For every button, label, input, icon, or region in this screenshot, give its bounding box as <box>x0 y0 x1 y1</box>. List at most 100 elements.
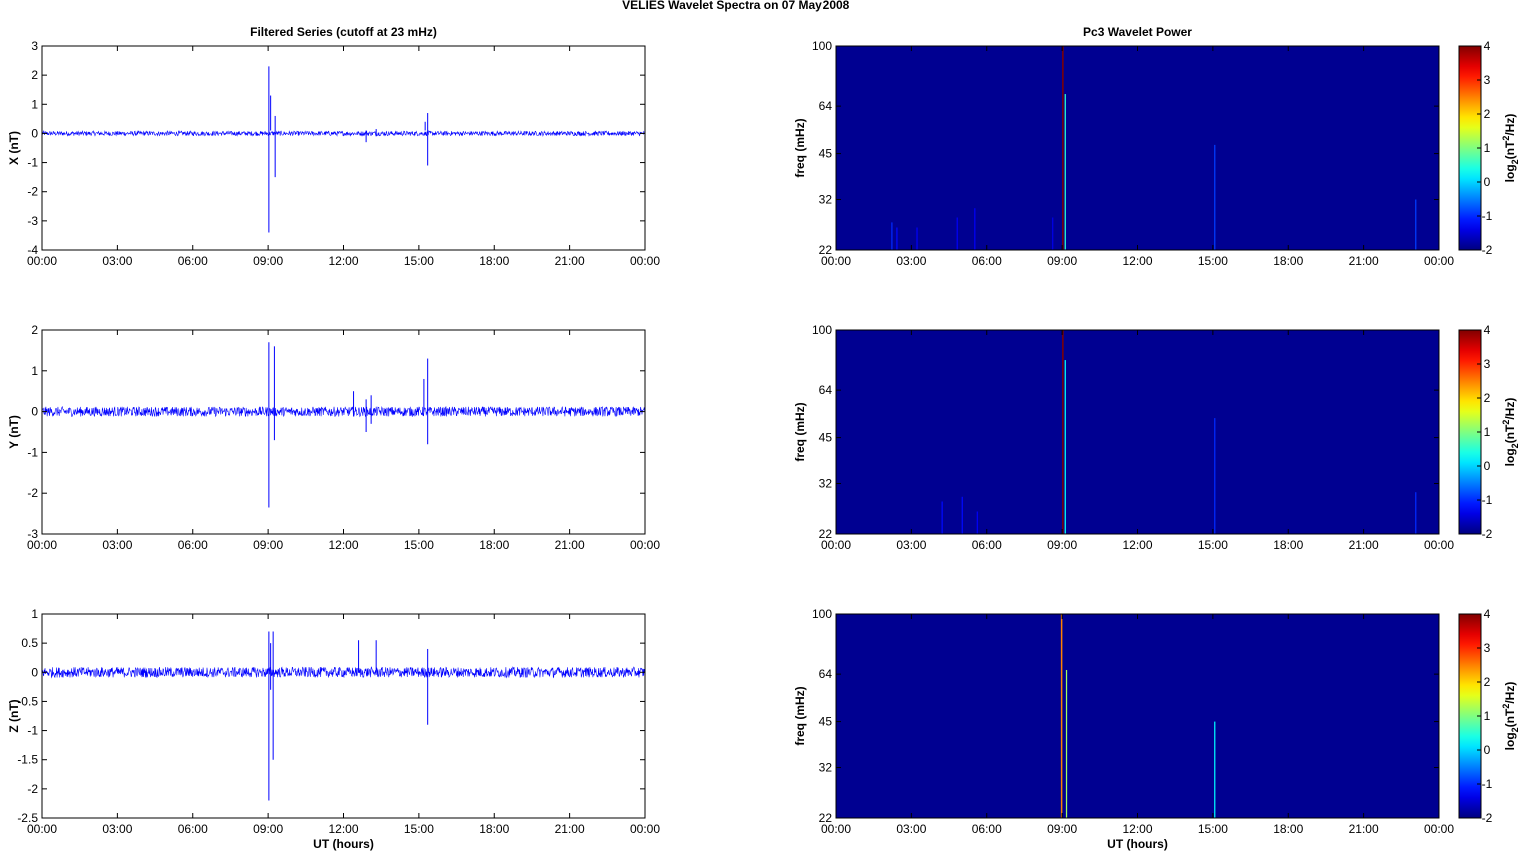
y-tick-label: 0 <box>31 665 38 679</box>
x-tick-label: 15:00 <box>1198 538 1228 552</box>
heatmap-feature-6 <box>961 496 963 534</box>
x-tick-label: 03:00 <box>896 822 926 836</box>
y-tick-label: 22 <box>819 527 833 541</box>
panel-1: 00:00 03:00 06:00 09:00 12:00 15:00 18:00 21:00… <box>7 25 660 268</box>
x-tick-label: 06:00 <box>972 538 1002 552</box>
colorbar-label-part: 2 <box>1501 420 1511 425</box>
heatmap-feature-8 <box>956 217 958 250</box>
x-tick-label: 09:00 <box>253 538 283 552</box>
plot-background <box>42 614 645 818</box>
panel-4: 00:00 03:00 06:00 09:00 12:00 15:00 18:00 21:00… <box>793 25 1520 268</box>
y-tick-label: -2 <box>27 486 38 500</box>
heatmap-feature-7 <box>916 227 918 250</box>
y-tick-label: 1 <box>31 607 38 621</box>
heatmap-feature-1 <box>1062 46 1064 250</box>
x-tick-label: 18:00 <box>1273 538 1303 552</box>
y-tick-label: 22 <box>819 243 833 257</box>
colorbar-tick-label: -1 <box>1482 777 1493 791</box>
colorbar-tick-label: -2 <box>1482 811 1493 825</box>
y-axis-label: Y (nT) <box>7 415 21 449</box>
heatmap-feature-3 <box>1214 144 1216 250</box>
panels-layer: 00:00 03:00 06:00 09:00 12:00 15:00 18:00 21:00… <box>7 25 1520 851</box>
heatmap-background <box>836 614 1439 818</box>
colorbar-tick-label: 3 <box>1484 641 1491 655</box>
colorbar-label-part: 2 <box>1501 136 1511 141</box>
colorbar-label-part: (nT <box>1503 708 1517 727</box>
y-tick-label: -1.5 <box>17 753 38 767</box>
x-tick-label: 00:00 <box>27 538 57 552</box>
plot-background <box>42 330 645 534</box>
series-line <box>42 666 645 679</box>
x-tick-label: 00:00 <box>630 822 660 836</box>
plot-area <box>42 46 645 250</box>
colorbar-tick-label: -2 <box>1482 243 1493 257</box>
colorbar-label-part: 2 <box>1510 727 1520 732</box>
colorbar-tick-label: 4 <box>1484 607 1491 621</box>
heatmap-feature-2 <box>1064 94 1066 250</box>
x-tick-label: 21:00 <box>1349 822 1379 836</box>
heatmap-feature-10 <box>1052 217 1054 250</box>
x-tick-label: 12:00 <box>328 254 358 268</box>
y-tick-label: -2 <box>27 782 38 796</box>
colorbar-tick-label: 1 <box>1484 425 1491 439</box>
x-tick-label: 21:00 <box>1349 254 1379 268</box>
y-tick-label: 100 <box>812 323 832 337</box>
y-tick-label: 64 <box>819 99 833 113</box>
heatmap-feature-3 <box>1214 721 1216 818</box>
x-tick-label: 21:00 <box>555 822 585 836</box>
colorbar-label-part: log <box>1503 164 1517 182</box>
y-tick-label: 45 <box>819 431 833 445</box>
x-tick-label: 00:00 <box>630 254 660 268</box>
colorbar-label: log2(nT2/Hz) <box>1501 682 1520 751</box>
panel-title: Pc3 Wavelet Power <box>1083 25 1192 39</box>
heatmap-feature-5 <box>891 222 893 250</box>
colorbar-label-part: log <box>1503 732 1517 750</box>
x-tick-label: 15:00 <box>1198 822 1228 836</box>
colorbar-tick-label: 2 <box>1484 675 1491 689</box>
x-tick-label: 21:00 <box>555 254 585 268</box>
x-tick-label: 18:00 <box>479 538 509 552</box>
colorbar-label-part: /Hz) <box>1503 682 1517 704</box>
colorbar-label-part: (nT <box>1503 424 1517 443</box>
x-tick-label: 12:00 <box>328 822 358 836</box>
x-tick-label: 06:00 <box>972 254 1002 268</box>
y-tick-label: 0 <box>31 405 38 419</box>
x-tick-label: 06:00 <box>178 254 208 268</box>
y-tick-label: 3 <box>31 39 38 53</box>
x-tick-label: 03:00 <box>102 254 132 268</box>
y-tick-label: 1 <box>31 97 38 111</box>
x-axis-label: UT (hours) <box>313 837 374 851</box>
heatmap-feature-3 <box>1214 418 1216 534</box>
y-tick-label: 64 <box>819 667 833 681</box>
colorbar-tick-label: 0 <box>1484 743 1491 757</box>
y-tick-label: -2 <box>27 185 38 199</box>
x-tick-label: 18:00 <box>1273 822 1303 836</box>
y-axis-label: X (nT) <box>7 131 21 165</box>
x-tick-label: 09:00 <box>1047 538 1077 552</box>
heatmap-feature-2 <box>1065 669 1068 818</box>
colorbar-label: log2(nT2/Hz) <box>1501 114 1520 183</box>
heatmap-feature-5 <box>941 501 943 534</box>
x-tick-label: 00:00 <box>1424 254 1454 268</box>
heatmap-background <box>836 330 1439 534</box>
panel-3: 00:00 03:00 06:00 09:00 12:00 15:00 18:00 21:00… <box>7 607 660 851</box>
y-tick-label: 45 <box>819 147 833 161</box>
x-tick-label: 15:00 <box>1198 254 1228 268</box>
x-tick-label: 21:00 <box>555 538 585 552</box>
x-tick-label: 00:00 <box>821 822 851 836</box>
x-tick-label: 15:00 <box>404 538 434 552</box>
x-tick-label: 09:00 <box>1047 822 1077 836</box>
colorbar-label-part: log <box>1503 448 1517 466</box>
colorbar-tick-label: 2 <box>1484 391 1491 405</box>
colorbar-label-part: /Hz) <box>1503 114 1517 136</box>
x-tick-label: 00:00 <box>630 538 660 552</box>
panel-5: 00:00 03:00 06:00 09:00 12:00 15:00 18:00 21:00… <box>793 323 1520 552</box>
y-tick-label: 32 <box>819 477 833 491</box>
figure-suptitle-station: VELIES Wavelet Spectra on 07 May <box>622 0 822 12</box>
x-tick-label: 12:00 <box>1122 538 1152 552</box>
x-tick-label: 18:00 <box>479 254 509 268</box>
x-tick-label: 00:00 <box>1424 822 1454 836</box>
heatmap-feature-4 <box>1415 199 1417 250</box>
x-tick-label: 12:00 <box>1122 254 1152 268</box>
